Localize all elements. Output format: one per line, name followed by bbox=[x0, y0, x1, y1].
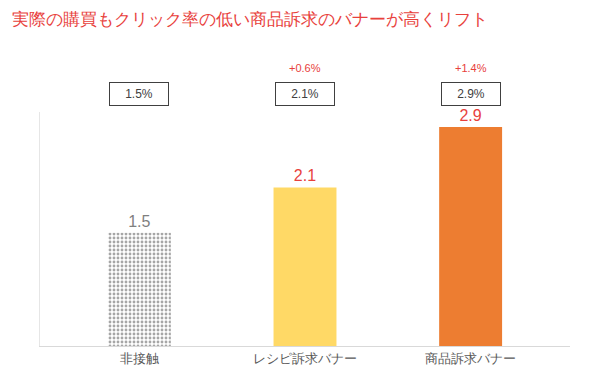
svg-text:2.9%: 2.9% bbox=[457, 87, 485, 101]
svg-text:1.5: 1.5 bbox=[128, 213, 150, 230]
svg-text:商品訴求バナー: 商品訴求バナー bbox=[425, 351, 516, 366]
svg-text:実際の購買もクリック率の低い商品訴求のバナーが高くリフト: 実際の購買もクリック率の低い商品訴求のバナーが高くリフト bbox=[12, 10, 488, 29]
svg-text:非接触: 非接触 bbox=[120, 351, 159, 366]
svg-text:2.1%: 2.1% bbox=[291, 87, 319, 101]
svg-text:2.1: 2.1 bbox=[294, 167, 316, 184]
svg-text:+1.4%: +1.4% bbox=[455, 62, 487, 74]
svg-text:2.9: 2.9 bbox=[459, 107, 481, 124]
svg-text:+0.6%: +0.6% bbox=[289, 62, 321, 74]
svg-text:1.5%: 1.5% bbox=[125, 87, 153, 101]
svg-text:レシピ訴求バナー: レシピ訴求バナー bbox=[253, 351, 357, 366]
